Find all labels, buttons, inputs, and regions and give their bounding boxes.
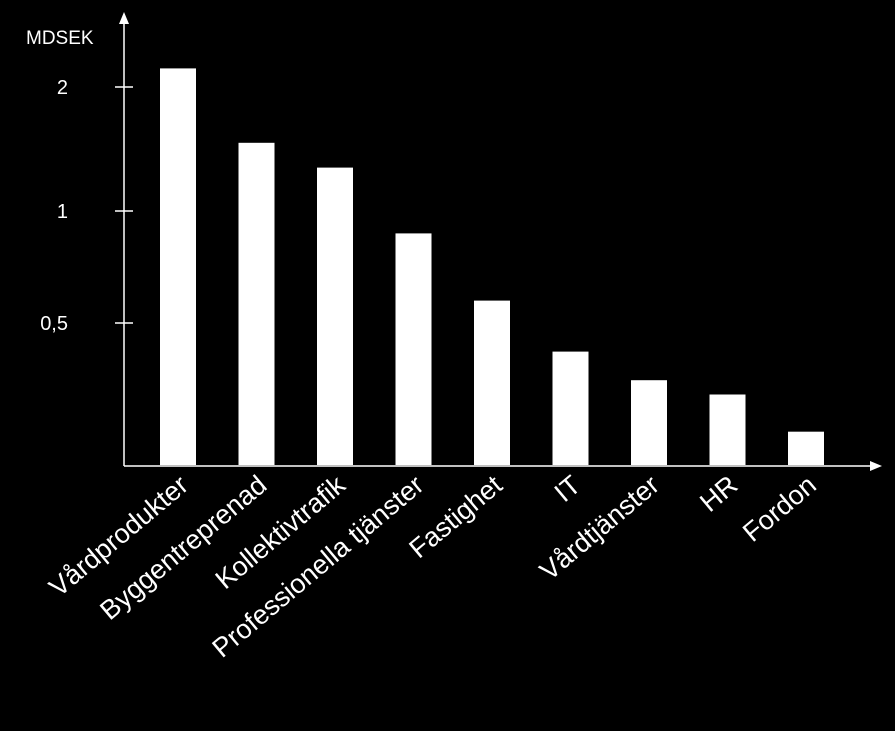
y-ticks: 0,5 1 2 (40, 77, 133, 335)
category-label: HR (694, 470, 743, 518)
bar (788, 431, 824, 465)
bar (709, 394, 746, 465)
bar (552, 351, 589, 465)
bars (160, 68, 824, 466)
bar (317, 167, 353, 465)
chart-axes: MDSEK (26, 12, 882, 471)
bar (160, 68, 196, 466)
y-axis-arrowhead (119, 12, 129, 24)
category-label: Fordon (737, 470, 822, 548)
y-tick-label: 2 (57, 77, 68, 99)
category-label: IT (549, 470, 587, 508)
bar (238, 142, 275, 466)
y-tick-label: 1 (57, 201, 68, 223)
bar (474, 300, 510, 465)
y-tick-label: 0,5 (40, 313, 68, 335)
bar (395, 233, 432, 465)
category-labels: VårdprodukterByggentreprenadKollektivtra… (43, 469, 821, 663)
bar (631, 380, 667, 465)
y-axis-unit-label: MDSEK (26, 28, 94, 49)
x-axis-arrowhead (870, 461, 882, 471)
